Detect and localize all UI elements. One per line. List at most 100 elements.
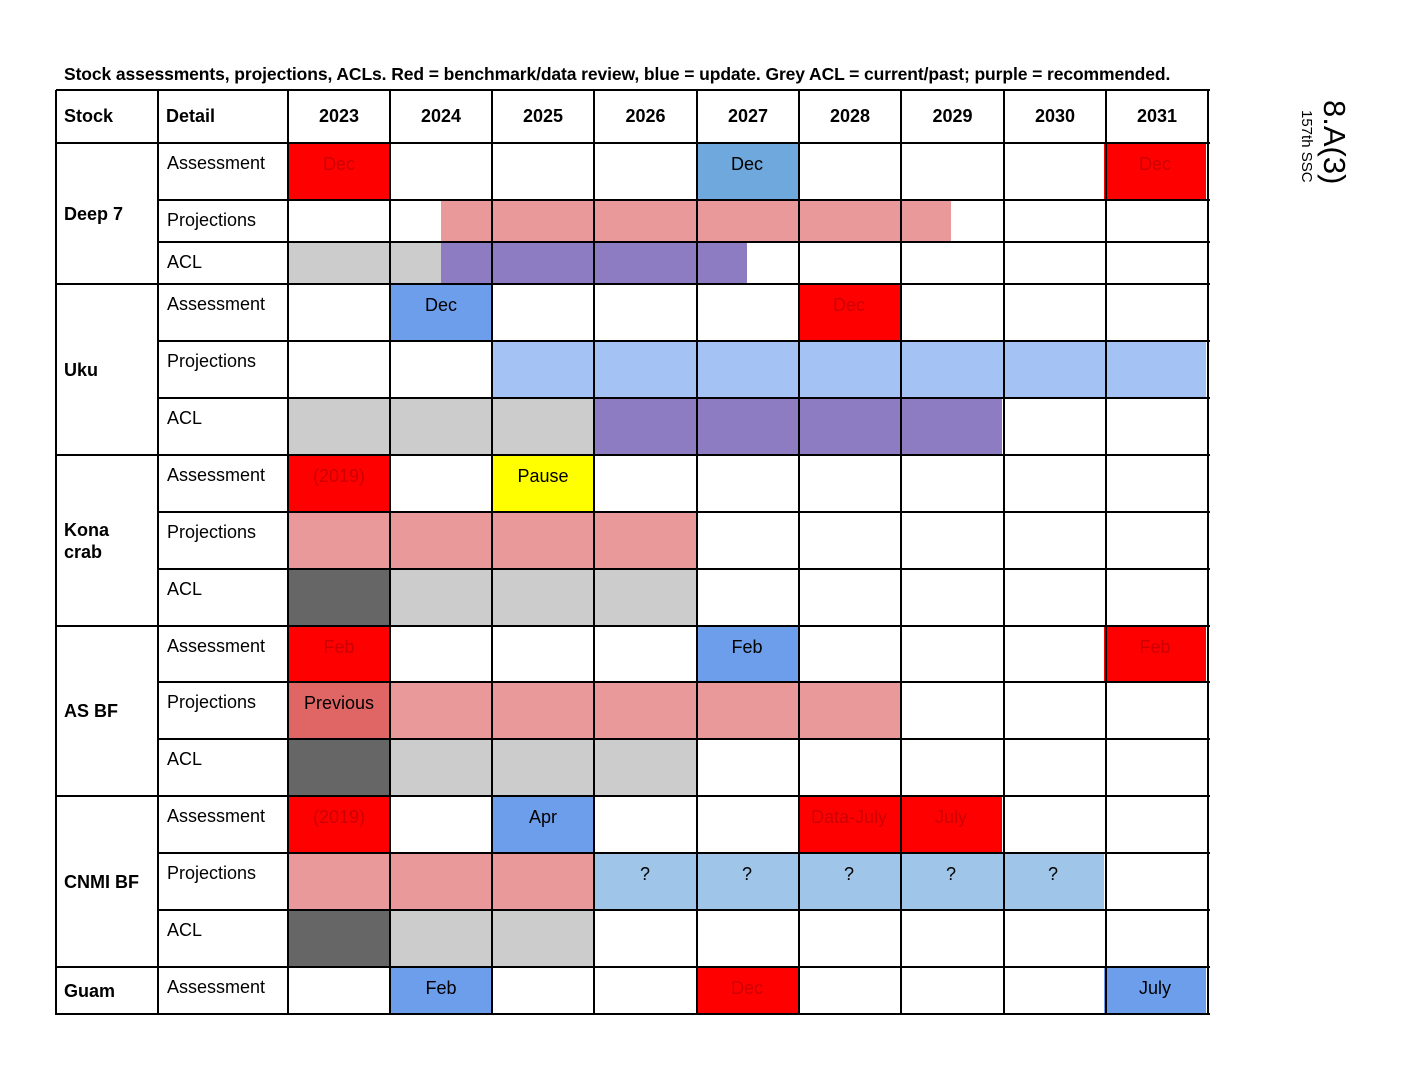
bar-label: ? [741,864,752,884]
timeline-bar-blue: Dec [390,284,492,341]
timeline-bar-blue: Feb [390,967,492,1014]
timeline-bar-grey [288,242,441,284]
timeline-bar-blue: Apr [492,796,594,853]
bar-label: Dec [1138,154,1171,174]
header-year: 2030 [1034,106,1076,126]
agenda-number: 8.A(3) [1317,100,1352,185]
grid-line [287,90,289,1015]
grid-line [389,90,391,1015]
grid-line [56,625,1210,627]
bar-label: Dec [322,154,355,174]
header-year: 2031 [1136,106,1178,126]
grid-line [900,90,902,1015]
timeline-bar-darkgrey [288,910,390,967]
detail-label: Projections [167,863,257,883]
grid-line [158,340,1210,342]
detail-label: Projections [167,692,257,712]
bar-label: Dec [832,295,865,315]
timeline-bar-red: (2019) [288,796,390,853]
bar-label: Dec [730,978,763,998]
stock-name: Kona crab [64,519,109,562]
grid-line [1105,90,1107,1015]
timeline-bar-paleblue: ? [1002,853,1104,910]
timeline-bar-paleblue: ? [900,853,1002,910]
timeline-bar-pink [390,682,900,739]
header-year: 2026 [625,106,666,126]
detail-label: Projections [167,351,257,371]
stock-name: Uku [64,359,99,380]
bar-label: Dec [424,295,457,315]
bar-label: Dec [730,154,763,174]
grid-line [56,89,1210,91]
timeline-bar-darkpink: Previous [288,682,390,739]
grid-line [56,966,1210,968]
bar-label: (2019) [312,466,366,486]
stock-name: Guam [64,980,116,1001]
grid-line [491,90,493,1015]
agenda-label: 8.A(3) 157th SSC [1290,100,1360,214]
timeline-bar-pink [288,853,594,910]
timeline-bar-blue: Feb [696,626,798,682]
header-year: 2023 [318,106,360,126]
bar-label: Pause [517,466,569,486]
table-caption: Stock assessments, projections, ACLs. Re… [64,64,1171,84]
grid-line [158,511,1210,513]
header-year: 2028 [829,106,871,126]
grid-line [696,90,698,1015]
detail-label: ACL [167,579,203,599]
header-detail: Detail [166,106,216,126]
meeting-label: 157th SSC [1298,110,1315,183]
timeline-bar-grey [288,398,594,455]
bar-label: ? [639,864,650,884]
grid-line [158,909,1210,911]
grid-line [56,454,1210,456]
timeline-bar-red: (2019) [288,455,390,512]
grid-line [158,852,1210,854]
stock-name: AS BF [64,701,118,721]
grid-line [1003,90,1005,1015]
grid-line [56,283,1210,285]
timeline-bar-red: Feb [1104,626,1206,682]
timeline-bar-darkgrey [288,569,390,626]
timeline-bar-red: Feb [288,626,390,682]
grid-line [798,90,800,1015]
bar-label: Feb [425,978,457,998]
timeline-bar-paleblue: ? [696,853,798,910]
detail-label: Assessment [167,806,266,826]
bar-label: ? [843,864,854,884]
bar-label: Feb [1139,637,1171,657]
stock-name: Deep 7 [64,203,124,224]
timeline-bar-paleblue: ? [798,853,900,910]
header-year: 2024 [420,106,462,126]
detail-label: Assessment [167,153,266,173]
detail-label: Assessment [167,977,266,997]
bar-label: Data-July [810,807,888,827]
timeline-bar-darkgrey [288,739,390,796]
timeline-bar-red: Dec [1104,143,1206,200]
grid-line [593,90,595,1015]
timeline-bar-paleblue: ? [594,853,696,910]
detail-label: ACL [167,408,203,428]
bar-label: Previous [303,693,375,713]
grid-line [158,568,1210,570]
timeline-bar-grey [390,569,696,626]
grid-line [158,199,1210,201]
bar-label: Feb [323,637,355,657]
timeline-bar-lightblue [492,341,1206,398]
timeline-bar-red: July [900,796,1002,853]
detail-label: Assessment [167,465,266,485]
detail-label: Assessment [167,294,266,314]
grid-line [158,738,1210,740]
header-year: 2027 [727,106,769,126]
timeline-bar-red: Dec [696,967,798,1014]
timeline-bar-blue: July [1104,967,1206,1014]
grid-line [55,90,57,1015]
bar-label: July [1138,978,1171,998]
grid-line [157,90,159,1015]
timeline-bar-red: Data-July [798,796,900,853]
timeline-bar-red: Dec [798,284,900,341]
detail-label: ACL [167,920,203,940]
detail-label: Projections [167,522,257,542]
header-stock: Stock [64,106,114,126]
